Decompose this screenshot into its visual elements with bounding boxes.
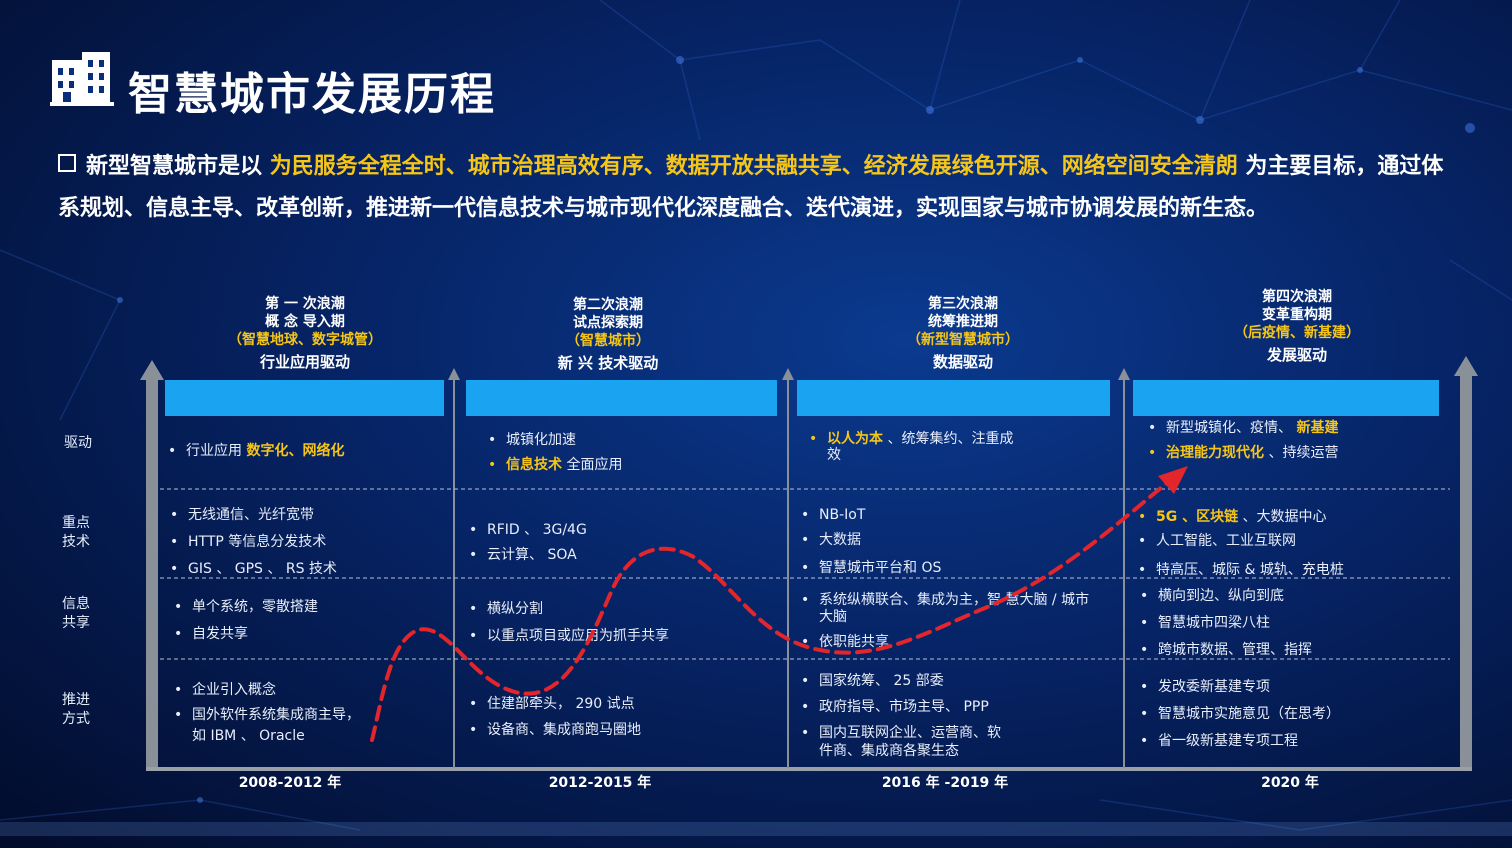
wave3-header: 第三次浪潮 统筹推进期 （新型智慧城市） 数据驱动 xyxy=(907,296,1019,371)
wave3-push-item: • 国内互联网企业、运营商、软 xyxy=(801,725,1001,741)
intro-prefix: 新型智慧城市是以 xyxy=(86,154,263,179)
wave1-drive-item: • 行业应用 数字化、网络化 xyxy=(168,443,345,459)
wave1-share-item: • 自发共享 xyxy=(174,626,248,642)
wave3-push-item: • 国家统筹、 25 部委 xyxy=(801,673,944,689)
wave4-share-item: • 智慧城市四梁八柱 xyxy=(1140,615,1270,631)
wave1-push-item: • 企业引入概念 xyxy=(174,682,276,698)
row-label-tech: 重点 技术 xyxy=(62,515,90,550)
wave3-share-item: • 系统纵横联合、集成为主，智 慧大脑 / 城市 xyxy=(801,592,1090,608)
wave1-tech-item: • GIS 、 GPS 、 RS 技术 xyxy=(170,561,337,577)
wave4-share-item: • 跨城市数据、管理、指挥 xyxy=(1140,642,1312,658)
wave1-share-item: • 单个系统，零散搭建 xyxy=(174,599,318,615)
wave1-push-item: • 国外软件系统集成商主导， xyxy=(174,707,360,723)
year-label-wave3: 2016 年 -2019 年 xyxy=(881,775,1009,791)
wave1-tech-item: • HTTP 等信息分发技术 xyxy=(170,534,327,550)
wave1-header: 第 一 次浪潮概 念 导入期 （智慧地球、数字城管） 行业应用驱动 xyxy=(228,296,382,371)
wave4-push-item: • 省一级新基建专项工程 xyxy=(1140,733,1298,749)
row-label-push: 推进 方式 xyxy=(62,692,90,727)
wave3-drive-item: • 以人为本 、统筹集约、注重成 xyxy=(809,431,1014,447)
page-title: 智慧城市发展历程 xyxy=(128,69,496,120)
wave3-bar xyxy=(797,380,1110,416)
wave4-share-item: • 横向到边、纵向到底 xyxy=(1140,588,1284,604)
intro-highlight: 为民服务全程全时、城市治理高效有序、数据开放共融共享、经济发展绿色开源、网络空间… xyxy=(269,154,1238,179)
wave3-share-continuation: 大脑 xyxy=(819,609,847,625)
wave3-tech-item: • 大数据 xyxy=(801,532,861,548)
wave1-tech-item: • 无线通信、光纤宽带 xyxy=(170,507,314,523)
wave4-tech-item: • 人工智能、工业互联网 xyxy=(1138,533,1296,549)
wave2-tech-item: • 云计算、 SOA xyxy=(469,547,577,563)
intro-paragraph: 新型智慧城市是以 为民服务全程全时、城市治理高效有序、数据开放共融共享、经济发展… xyxy=(58,146,1458,230)
wave2-bar xyxy=(466,380,777,416)
wave4-push-item: • 发改委新基建专项 xyxy=(1140,679,1270,695)
wave3-tech-item: • NB-IoT xyxy=(801,507,866,523)
building-icon xyxy=(50,52,114,106)
wave2-drive-item: • 城镇化加速 xyxy=(488,432,576,448)
wave4-drive-item: • 治理能力现代化 、持续运营 xyxy=(1148,445,1339,461)
year-label-wave4: 2020 年 xyxy=(1261,775,1319,791)
wave4-tech-item: • 特高压、城际 & 城轨、充电桩 xyxy=(1138,562,1344,578)
wave2-header: 第二次浪潮 试点探索期 （智慧城市）新 兴 技术驱动 xyxy=(557,297,659,372)
wave3-drive-continuation: 效 xyxy=(827,447,841,463)
wave2-push-item: • 住建部牵头， 290 试点 xyxy=(469,696,635,712)
wave3-push-item: • 政府指导、市场主导、 PPP xyxy=(801,699,989,715)
wave2-drive-item: • 信息技术 全面应用 xyxy=(488,457,623,473)
wave2-share-item: • 以重点项目或应用为抓手共享 xyxy=(469,628,669,644)
wave3-share-item: • 依职能共享 xyxy=(801,634,889,650)
wave2-push-item: • 设备商、集成商跑马圈地 xyxy=(469,722,641,738)
wave4-drive-item: • 新型城镇化、疫情、 新基建 xyxy=(1148,420,1339,436)
wave3-push-continuation: 件商、集成商各聚生态 xyxy=(819,743,959,759)
wave4-push-item: • 智慧城市实施意见（在思考） xyxy=(1140,706,1340,722)
wave2-share-item: • 横纵分割 xyxy=(469,601,543,617)
row-label-share: 信息 共享 xyxy=(62,596,90,631)
wave4-header: 第四次浪潮 变革重构期 （后疫情、新基建） 发展驱动 xyxy=(1234,289,1360,364)
year-label-wave2: 2012-2015 年 xyxy=(548,775,652,791)
wave3-tech-item: • 智慧城市平台和 OS xyxy=(801,560,942,576)
checkbox-bullet-icon xyxy=(58,154,76,172)
wave1-bar xyxy=(165,380,444,416)
wave4-bar xyxy=(1133,380,1439,416)
wave2-tech-item: • RFID 、 3G/4G xyxy=(469,522,587,538)
row-label-drive: 驱动 xyxy=(64,435,92,451)
year-label-wave1: 2008-2012 年 xyxy=(238,775,342,791)
wave4-tech-item: • 5G 、区块链 、大数据中心 xyxy=(1138,509,1327,525)
wave1-push-continuation: 如 IBM 、 Oracle xyxy=(192,728,305,744)
intro-suffix: 为主要目标，通过体系规划、信息主导、改革创新，推进新一代信息技术与城市现代化深度… xyxy=(58,154,1444,221)
